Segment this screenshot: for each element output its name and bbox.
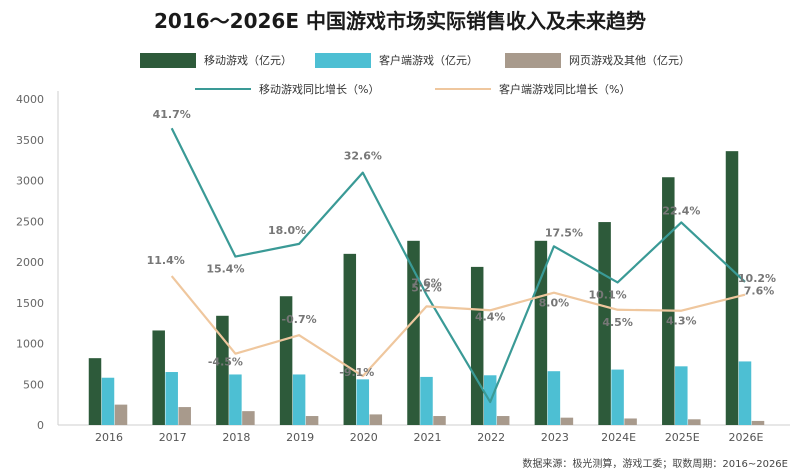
bar-web bbox=[114, 404, 128, 425]
legend-mobile: 移动游戏（亿元） bbox=[140, 52, 292, 68]
client-growth-label: -4.5% bbox=[208, 356, 243, 369]
bar-client bbox=[675, 366, 688, 425]
bar-web bbox=[560, 417, 574, 425]
bar-client bbox=[611, 369, 624, 425]
x-tick-label: 2022 bbox=[477, 431, 505, 444]
x-tick-label: 2020 bbox=[350, 431, 378, 444]
bar-web bbox=[242, 411, 255, 425]
client-growth-label: 7.6% bbox=[744, 285, 775, 298]
bar-client bbox=[292, 374, 306, 425]
y-tick-label: 3000 bbox=[16, 175, 44, 188]
bar-web bbox=[688, 419, 701, 425]
client-growth-label: 11.4% bbox=[147, 254, 185, 267]
legend-client: 客户端游戏（亿元） bbox=[315, 52, 478, 68]
mobile-growth-label: 15.4% bbox=[206, 263, 244, 276]
bar-mobile bbox=[343, 253, 357, 425]
legend-client-label: 客户端游戏（亿元） bbox=[379, 54, 478, 67]
client-growth-label: 4.5% bbox=[602, 316, 633, 329]
legend-client-growth-label: 客户端游戏同比增长（%） bbox=[499, 83, 631, 96]
x-tick-label: 2017 bbox=[159, 431, 187, 444]
mobile-growth-label: 22.4% bbox=[662, 204, 700, 217]
x-tick-label: 2023 bbox=[541, 431, 569, 444]
line-mobile-growth bbox=[170, 127, 746, 404]
bar-mobile bbox=[662, 177, 675, 425]
y-tick-label: 0 bbox=[37, 419, 44, 432]
bar-mobile bbox=[88, 358, 102, 425]
client-growth-label: 4.4% bbox=[475, 310, 506, 323]
bar-web bbox=[369, 414, 383, 425]
bar-client bbox=[229, 374, 242, 425]
bar-web bbox=[751, 420, 765, 425]
y-tick-label: 2500 bbox=[16, 215, 44, 228]
data-source-note: 数据来源：极光测算，游戏工委；取数周期：2016~2026E bbox=[522, 459, 788, 470]
y-tick-label: 2000 bbox=[16, 256, 44, 269]
bar-web bbox=[496, 416, 510, 425]
x-tick-label: 2019 bbox=[286, 431, 314, 444]
legend-client-swatch bbox=[315, 52, 371, 68]
legend-client-growth: 客户端游戏同比增长（%） bbox=[435, 81, 630, 97]
bar-web bbox=[624, 418, 637, 425]
bar-web bbox=[433, 416, 446, 425]
bar-web bbox=[178, 407, 191, 425]
mobile-growth-label: 10.2% bbox=[738, 272, 776, 285]
legend-client-growth-line bbox=[435, 88, 491, 90]
y-tick-label: 3500 bbox=[16, 134, 44, 147]
bar-client bbox=[420, 376, 433, 425]
y-tick-label: 1500 bbox=[16, 297, 44, 310]
y-tick-label: 4000 bbox=[16, 93, 44, 106]
bar-client bbox=[165, 372, 178, 425]
bar-client bbox=[356, 379, 370, 425]
legend-web: 网页游戏及其他（亿元） bbox=[505, 52, 690, 68]
client-growth-label: -0.7% bbox=[282, 313, 317, 326]
client-growth-label: 8.0% bbox=[539, 297, 570, 310]
legend-mobile-growth-label: 移动游戏同比增长（%） bbox=[259, 83, 380, 96]
x-tick-label: 2018 bbox=[222, 431, 250, 444]
bar-web bbox=[305, 416, 319, 425]
x-tick-label: 2025E bbox=[665, 431, 700, 444]
bar-mobile bbox=[470, 266, 484, 425]
legend-mobile-growth-line bbox=[195, 88, 251, 90]
bar-mobile bbox=[407, 240, 420, 425]
line-client-growth bbox=[170, 275, 746, 378]
legend-mobile-label: 移动游戏（亿元） bbox=[204, 54, 292, 67]
y-tick-label: 1000 bbox=[16, 338, 44, 351]
mobile-growth-label: 7.6% bbox=[411, 277, 442, 290]
x-tick-label: 2016 bbox=[95, 431, 123, 444]
bar-mobile bbox=[279, 296, 293, 425]
y-tick-label: 500 bbox=[23, 378, 44, 391]
mobile-growth-label: 17.5% bbox=[545, 226, 583, 239]
bar-client bbox=[101, 377, 115, 425]
client-growth-label: -9.1% bbox=[339, 366, 374, 379]
bar-mobile bbox=[725, 151, 739, 425]
client-growth-label: 5.2% bbox=[411, 281, 442, 294]
mobile-growth-label: 32.6% bbox=[344, 150, 382, 163]
bar-client bbox=[547, 371, 561, 425]
bar-client bbox=[738, 361, 752, 425]
x-tick-label: 2024E bbox=[601, 431, 636, 444]
mobile-growth-label: 41.7% bbox=[153, 108, 191, 121]
chart-title: 2016～2026E 中国游戏市场实际销售收入及未来趋势 bbox=[154, 9, 646, 33]
mobile-growth-label: 10.1% bbox=[589, 288, 627, 301]
mobile-growth-label: 18.0% bbox=[268, 224, 306, 237]
legend-web-swatch bbox=[505, 52, 561, 68]
legend-mobile-growth: 移动游戏同比增长（%） bbox=[195, 81, 379, 97]
x-tick-label: 2021 bbox=[414, 431, 442, 444]
x-tick-label: 2026E bbox=[729, 431, 764, 444]
legend-mobile-swatch bbox=[140, 52, 196, 68]
legend-web-label: 网页游戏及其他（亿元） bbox=[569, 54, 690, 67]
client-growth-label: 4.3% bbox=[666, 315, 697, 328]
bar-mobile bbox=[152, 330, 165, 425]
